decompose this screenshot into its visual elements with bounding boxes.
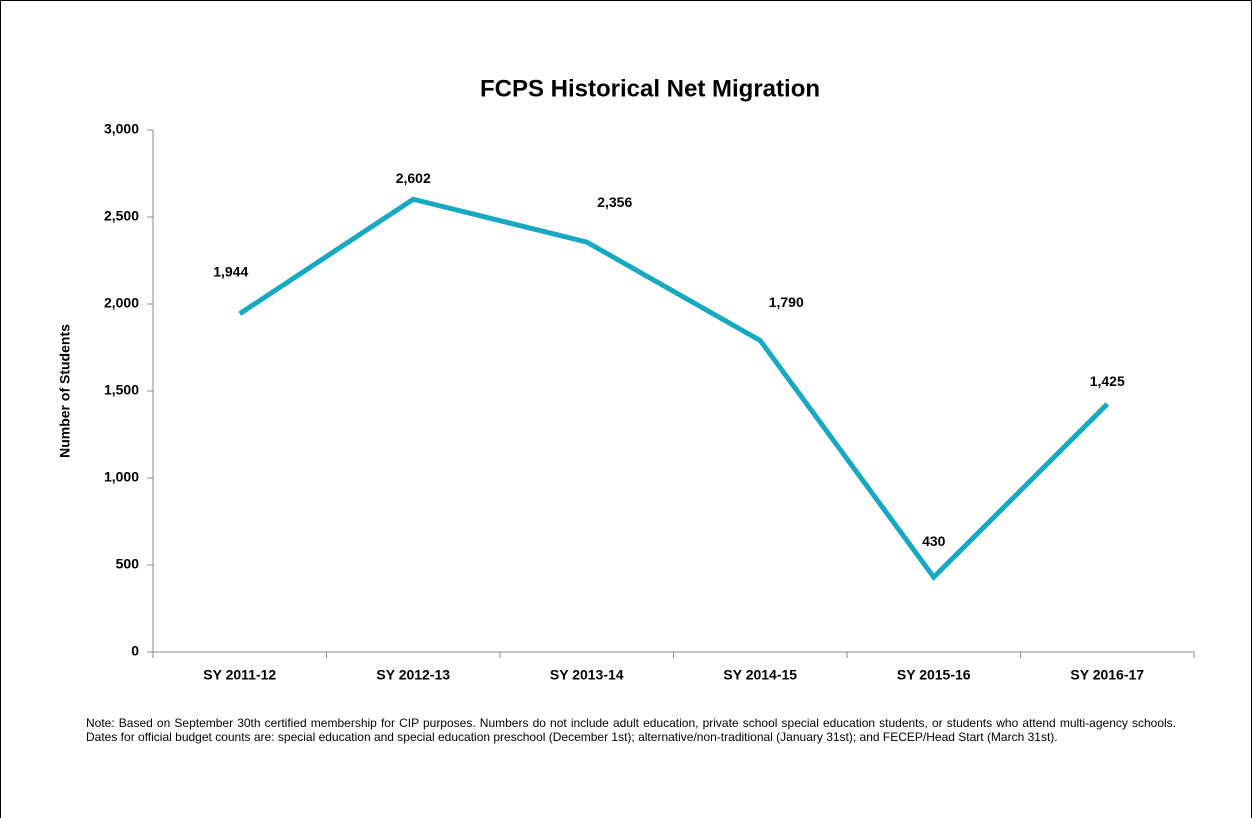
data-line: [238, 196, 1110, 582]
x-tick-label: SY 2013-14: [550, 667, 624, 683]
x-tick-label: SY 2016-17: [1070, 667, 1144, 683]
x-tick-label: SY 2015-16: [897, 667, 971, 683]
chart-title: FCPS Historical Net Migration: [480, 75, 820, 102]
data-label: 430: [922, 533, 946, 549]
y-tick-label: 500: [116, 556, 140, 572]
data-label: 2,602: [396, 170, 431, 186]
x-tick-label: SY 2011-12: [203, 667, 276, 683]
y-tick-label: 1,500: [104, 382, 139, 398]
data-label: 2,356: [597, 194, 632, 210]
y-tick-label: 1,000: [104, 469, 139, 485]
data-label: 1,425: [1090, 373, 1125, 389]
x-tick-label: SY 2012-13: [376, 667, 450, 683]
y-tick-label: 2,000: [104, 295, 139, 311]
data-label: 1,790: [769, 294, 804, 310]
footnote: Note: Based on September 30th certified …: [86, 716, 1176, 744]
x-tick-label: SY 2014-15: [723, 667, 797, 683]
y-tick-label: 2,500: [104, 208, 139, 224]
y-axis-label: Number of Students: [57, 324, 73, 458]
data-label: 1,944: [213, 263, 248, 279]
y-tick-label: 0: [131, 643, 139, 659]
y-tick-label: 3,000: [104, 121, 139, 137]
